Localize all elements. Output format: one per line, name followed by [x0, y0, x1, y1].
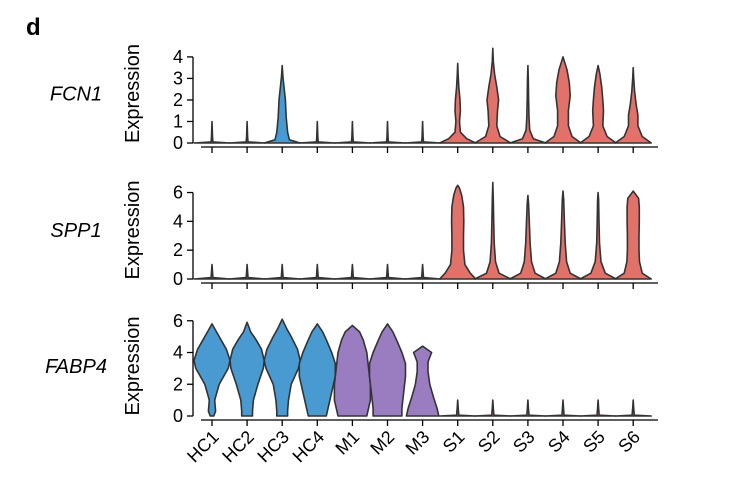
panel-spp1: SPP1 Expression 0 2 4 6: [50, 181, 658, 289]
x-tick-label: M1: [331, 427, 363, 459]
violin-spp1-hc2: [228, 263, 266, 280]
violin-fabp4-hc2: [229, 321, 265, 417]
violin-spp1-s4: [544, 190, 582, 280]
y-tick-label: 2: [173, 240, 183, 260]
violin-fabp4-s1: [438, 399, 477, 417]
violin-fabp4-s5: [579, 399, 617, 417]
violin-fcn1-hc1: [193, 120, 231, 144]
violin-fcn1-hc4: [298, 120, 337, 144]
violin-fabp4-hc4: [298, 323, 337, 417]
violin-fcn1-s4: [544, 56, 582, 144]
x-tick-label: S2: [474, 427, 504, 457]
x-tick-label: S5: [579, 427, 609, 457]
gene-label: FABP4: [45, 356, 107, 378]
gene-label: SPP1: [50, 220, 101, 242]
violin-spp1-hc1: [193, 263, 231, 280]
violin-spp1-m2: [368, 263, 407, 280]
violin-fcn1-m1: [333, 120, 372, 144]
violin-fcn1-s5: [579, 64, 617, 144]
violin-fabp4-s4: [544, 399, 582, 417]
gene-label: FCN1: [50, 84, 102, 106]
y-tick-label: 3: [173, 68, 183, 88]
x-tick-label: HC1: [183, 427, 223, 467]
x-tick-label: S4: [544, 427, 574, 457]
violin-fcn1-hc3: [263, 64, 301, 144]
y-tick-label: 0: [173, 269, 183, 289]
violin-fabp4-s2: [474, 399, 512, 417]
violin-fabp4-m2: [368, 323, 407, 417]
violin-fcn1-s3: [509, 64, 547, 144]
y-axis-label: Expression: [122, 317, 144, 416]
violin-spp1-m1: [333, 263, 372, 280]
y-tick-label: 0: [173, 133, 183, 153]
violin-fabp4-hc1: [193, 323, 231, 417]
violin-spp1-s1: [438, 184, 477, 280]
violin-spp1-hc4: [298, 263, 337, 280]
y-axis-label: Expression: [122, 181, 144, 280]
y-tick-label: 4: [173, 211, 183, 231]
y-tick-label: 6: [173, 183, 183, 203]
violin-fabp4-m1: [333, 324, 372, 417]
x-tick-label: HC4: [289, 427, 329, 467]
y-tick-label: 2: [173, 90, 183, 110]
x-tick-label: S1: [439, 427, 469, 457]
violin-spp1-s6: [614, 190, 652, 280]
violin-fcn1-s2: [474, 47, 512, 144]
y-tick-label: 1: [173, 111, 183, 131]
y-tick-label: 0: [173, 406, 183, 426]
violin-fcn1-s1: [438, 62, 477, 144]
x-tick-label: M3: [402, 427, 434, 459]
violin-spp1-hc3: [263, 263, 301, 280]
violin-fabp4-s3: [509, 399, 547, 417]
y-axis-label: Expression: [122, 44, 144, 143]
violin-fcn1-m3: [403, 120, 442, 144]
y-tick-label: 6: [173, 311, 183, 331]
y-tick-label: 4: [173, 47, 183, 67]
panel-letter: d: [26, 14, 41, 41]
y-tick-label: 2: [173, 374, 183, 394]
x-tick-label: HC3: [253, 427, 293, 467]
x-tick-label: HC2: [218, 427, 258, 467]
violin-spp1-s3: [509, 194, 547, 280]
x-tick-label: S6: [614, 427, 644, 457]
violin-fcn1-m2: [368, 120, 407, 144]
violin-fabp4-m3: [405, 345, 440, 417]
violin-spp1-s2: [474, 181, 512, 280]
x-tick-label: S3: [509, 427, 539, 457]
violin-fabp4-hc3: [263, 318, 301, 417]
y-tick-label: 4: [173, 343, 183, 363]
violin-fcn1-hc2: [228, 120, 266, 144]
x-tick-label: M2: [366, 427, 398, 459]
violin-spp1-m3: [403, 263, 442, 280]
violin-spp1-s5: [579, 191, 617, 280]
violin-fabp4-s6: [614, 399, 652, 417]
violin-fcn1-s6: [614, 66, 652, 144]
